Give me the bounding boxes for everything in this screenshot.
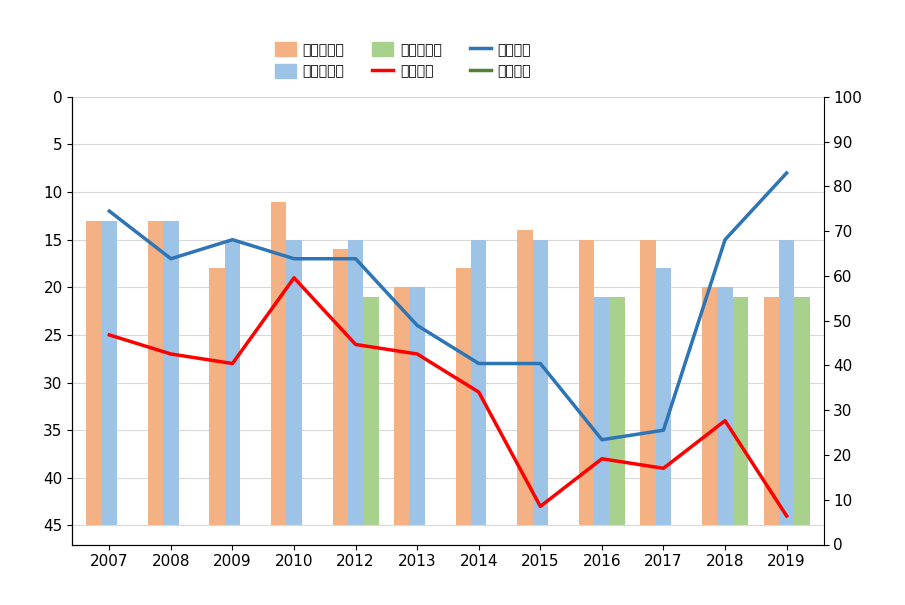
Bar — [656, 268, 672, 526]
Bar — [271, 201, 286, 526]
Bar — [702, 287, 718, 526]
Bar — [533, 240, 548, 526]
Bar — [101, 221, 117, 526]
Bar — [163, 221, 178, 526]
Bar — [733, 297, 748, 526]
Bar — [518, 230, 533, 526]
Bar — [209, 268, 224, 526]
Bar — [641, 240, 656, 526]
Bar — [795, 297, 810, 526]
Bar — [472, 240, 487, 526]
Bar — [363, 297, 378, 526]
Bar — [394, 287, 409, 526]
Bar — [718, 287, 733, 526]
Bar — [595, 297, 610, 526]
Bar — [86, 221, 101, 526]
Bar — [779, 240, 795, 526]
Bar — [224, 240, 240, 526]
Bar — [286, 240, 301, 526]
Bar — [148, 221, 163, 526]
Bar — [764, 297, 779, 526]
Bar — [332, 249, 348, 526]
Bar — [610, 297, 625, 526]
Bar — [456, 268, 472, 526]
Legend: 国語正答率, 算数正答率, 理科正答率, 国語順位, 算数順位, 理科順位: 国語正答率, 算数正答率, 理科正答率, 国語順位, 算数順位, 理科順位 — [270, 36, 537, 84]
Bar — [579, 240, 595, 526]
Bar — [409, 287, 424, 526]
Bar — [348, 240, 363, 526]
